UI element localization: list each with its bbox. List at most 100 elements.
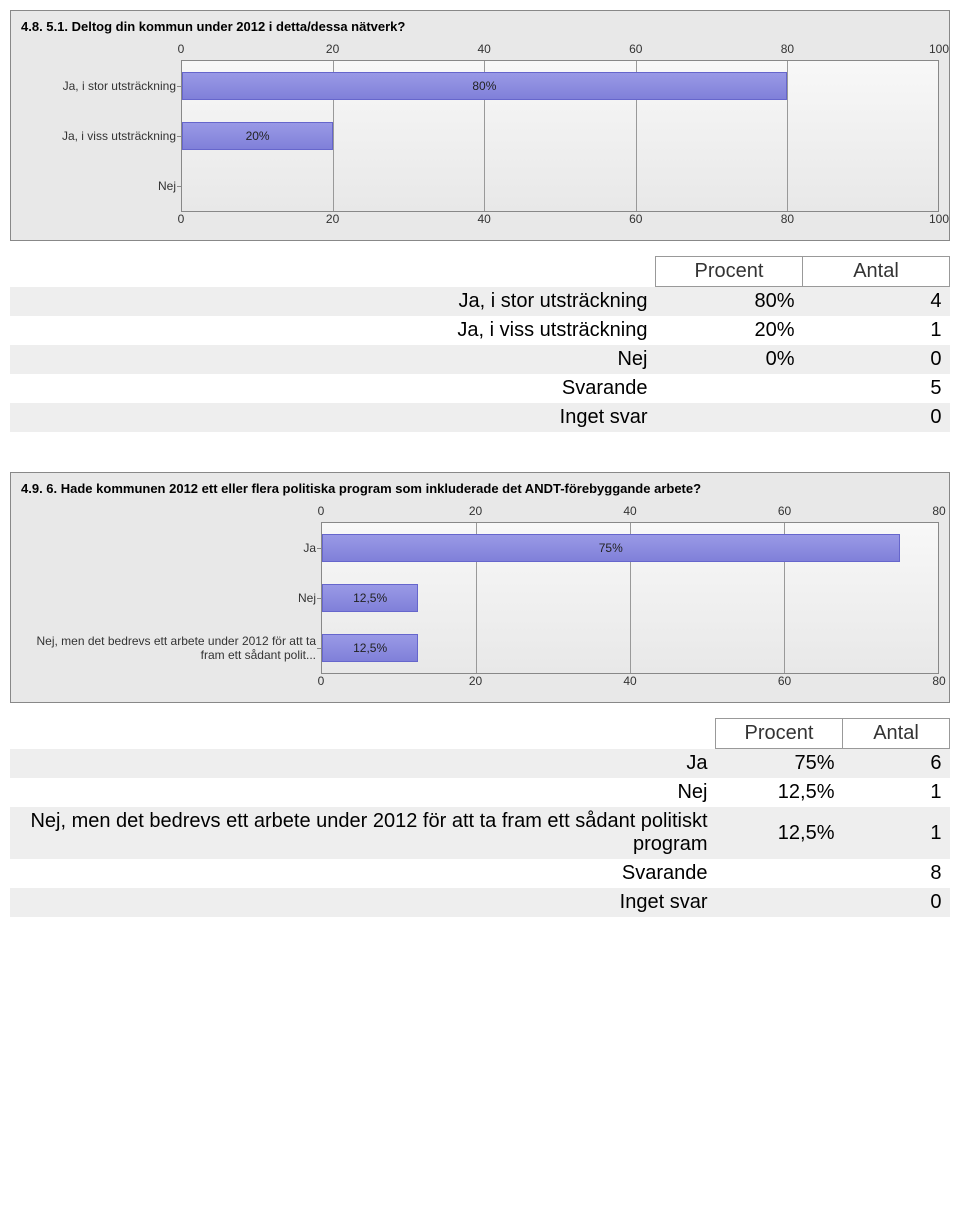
row-procent: 0% <box>656 345 803 374</box>
axis-tick-label: 60 <box>629 42 642 56</box>
chart-1-axis-bottom: 020406080100 <box>181 212 939 230</box>
chart-2-axis-bottom: 020406080 <box>321 674 939 692</box>
chart-2-plot-wrap: 020406080 Ja75%Nej12,5%Nej, men det bedr… <box>21 504 939 692</box>
row-antal: 1 <box>843 778 950 807</box>
chart-box-2: 4.9. 6. Hade kommunen 2012 ett eller fle… <box>10 472 950 703</box>
chart-2-plotcol: 020406080 Ja75%Nej12,5%Nej, men det bedr… <box>321 504 939 692</box>
tick-mark <box>177 186 182 187</box>
row-antal: 6 <box>843 749 950 779</box>
row-label: Nej <box>10 345 656 374</box>
chart-2-yspace <box>21 504 321 692</box>
bar-row: Nej, men det bedrevs ett arbete under 20… <box>322 623 938 673</box>
chart-1-plot-wrap: 020406080100 Ja, i stor utsträckning80%J… <box>21 42 939 230</box>
axis-tick-label: 0 <box>318 504 325 518</box>
row-label: Ja <box>10 749 716 779</box>
axis-tick-label: 80 <box>932 504 945 518</box>
row-antal: 1 <box>803 316 950 345</box>
axis-tick-label: 100 <box>929 212 949 226</box>
row-label: Svarande <box>10 374 656 403</box>
axis-tick-label: 0 <box>178 42 185 56</box>
row-value: 5 <box>656 374 950 403</box>
row-procent: 75% <box>716 749 843 779</box>
chart-1-axis-top: 020406080100 <box>181 42 939 60</box>
row-antal: 0 <box>803 345 950 374</box>
axis-tick-label: 80 <box>932 674 945 688</box>
axis-tick-label: 0 <box>318 674 325 688</box>
table-row: Nej, men det bedrevs ett arbete under 20… <box>10 807 950 859</box>
row-label: Ja, i stor utsträckning <box>10 287 656 317</box>
axis-tick-label: 20 <box>326 212 339 226</box>
table1-header-procent: Procent <box>656 257 803 287</box>
row-label: Nej <box>10 778 716 807</box>
table-row: Inget svar0 <box>10 403 950 432</box>
category-label: Nej, men det bedrevs ett arbete under 20… <box>36 634 322 663</box>
row-antal: 4 <box>803 287 950 317</box>
bar: 12,5% <box>322 634 418 662</box>
axis-tick-label: 20 <box>326 42 339 56</box>
bar-value-label: 12,5% <box>353 591 387 605</box>
data-table-2: Procent Antal Ja75%6Nej12,5%1Nej, men de… <box>10 718 950 917</box>
chart-1-plotcol: 020406080100 Ja, i stor utsträckning80%J… <box>181 42 939 230</box>
bar-row: Nej <box>182 161 938 211</box>
axis-tick-label: 0 <box>178 212 185 226</box>
axis-tick-label: 40 <box>623 504 636 518</box>
bar-row: Nej12,5% <box>322 573 938 623</box>
bar-row: Ja, i stor utsträckning80% <box>182 61 938 111</box>
table1-header-antal: Antal <box>803 257 950 287</box>
table2-header-procent: Procent <box>716 719 843 749</box>
table-row: Inget svar0 <box>10 888 950 917</box>
row-value: 8 <box>716 859 950 888</box>
table-row: Svarande8 <box>10 859 950 888</box>
axis-tick-label: 40 <box>478 212 491 226</box>
table2-blank-header <box>10 719 716 749</box>
row-label: Nej, men det bedrevs ett arbete under 20… <box>10 807 716 859</box>
chart-2-axis-top: 020406080 <box>321 504 939 522</box>
bar: 75% <box>322 534 900 562</box>
chart-2-plot: Ja75%Nej12,5%Nej, men det bedrevs ett ar… <box>321 522 939 674</box>
table1-blank-header <box>10 257 656 287</box>
axis-tick-label: 60 <box>778 504 791 518</box>
table-row: Ja, i stor utsträckning80%4 <box>10 287 950 317</box>
axis-tick-label: 40 <box>478 42 491 56</box>
chart-title-1: 4.8. 5.1. Deltog din kommun under 2012 i… <box>21 19 939 34</box>
row-label: Inget svar <box>10 888 716 917</box>
chart-title-2: 4.9. 6. Hade kommunen 2012 ett eller fle… <box>21 481 939 496</box>
row-value: 0 <box>656 403 950 432</box>
bar: 12,5% <box>322 584 418 612</box>
category-label: Ja, i stor utsträckning <box>63 79 182 93</box>
row-label: Ja, i viss utsträckning <box>10 316 656 345</box>
bar-value-label: 20% <box>246 129 270 143</box>
bar-row: Ja75% <box>322 523 938 573</box>
row-antal: 1 <box>843 807 950 859</box>
table-row: Ja75%6 <box>10 749 950 779</box>
bar-row: Ja, i viss utsträckning20% <box>182 111 938 161</box>
row-value: 0 <box>716 888 950 917</box>
row-procent: 12,5% <box>716 778 843 807</box>
table-row: Svarande5 <box>10 374 950 403</box>
row-label: Svarande <box>10 859 716 888</box>
table2-header-antal: Antal <box>843 719 950 749</box>
axis-tick-label: 100 <box>929 42 949 56</box>
chart-box-1: 4.8. 5.1. Deltog din kommun under 2012 i… <box>10 10 950 241</box>
bar-value-label: 80% <box>472 79 496 93</box>
bar-value-label: 75% <box>599 541 623 555</box>
data-table-1: Procent Antal Ja, i stor utsträckning80%… <box>10 256 950 432</box>
bar: 80% <box>182 72 787 100</box>
row-label: Inget svar <box>10 403 656 432</box>
axis-tick-label: 80 <box>781 42 794 56</box>
axis-tick-label: 40 <box>623 674 636 688</box>
chart-1-plot: Ja, i stor utsträckning80%Ja, i viss uts… <box>181 60 939 212</box>
row-procent: 20% <box>656 316 803 345</box>
row-procent: 80% <box>656 287 803 317</box>
bar-value-label: 12,5% <box>353 641 387 655</box>
axis-tick-label: 60 <box>778 674 791 688</box>
axis-tick-label: 20 <box>469 504 482 518</box>
table-row: Nej12,5%1 <box>10 778 950 807</box>
table-row: Ja, i viss utsträckning20%1 <box>10 316 950 345</box>
axis-tick-label: 20 <box>469 674 482 688</box>
axis-tick-label: 80 <box>781 212 794 226</box>
table-row: Nej0%0 <box>10 345 950 374</box>
bar: 20% <box>182 122 333 150</box>
axis-tick-label: 60 <box>629 212 642 226</box>
row-procent: 12,5% <box>716 807 843 859</box>
